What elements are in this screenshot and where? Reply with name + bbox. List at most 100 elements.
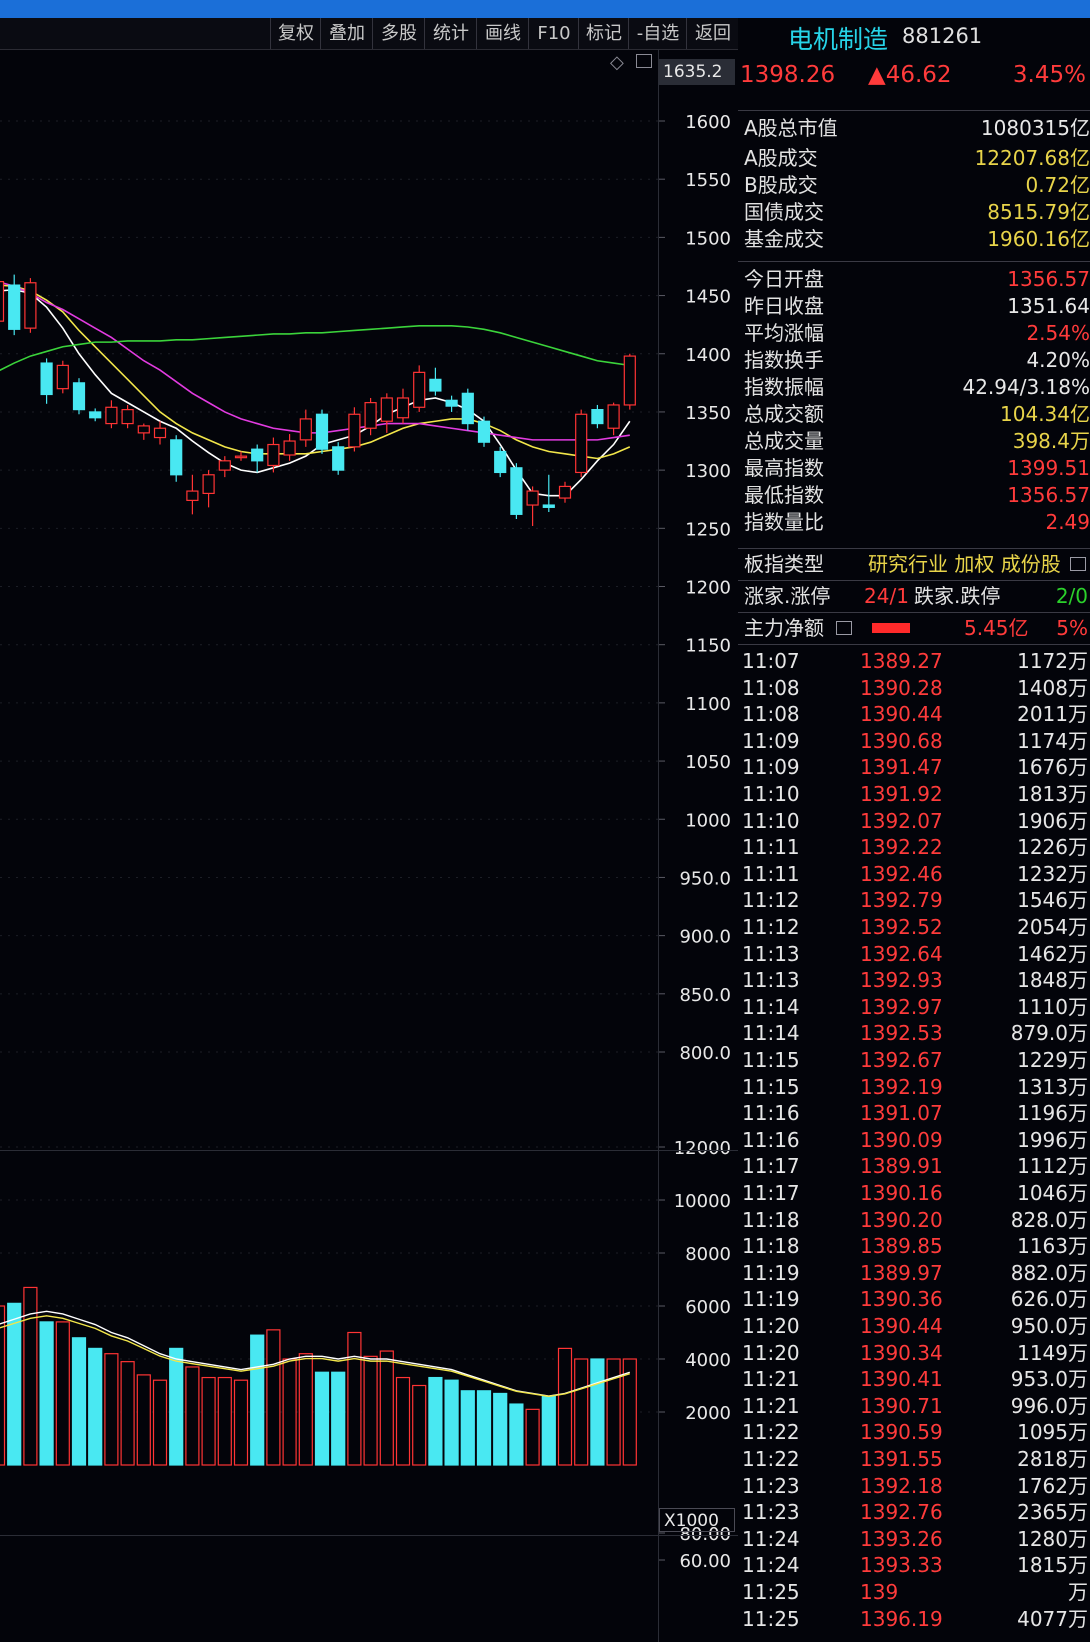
list-icon[interactable] bbox=[836, 621, 852, 635]
kline-chart-area[interactable]: 1600 1550 1500 1450 1400 1350 1300 1250 1200 1150… bbox=[0, 49, 738, 1642]
volume-bar bbox=[412, 1384, 427, 1466]
tick-volume: 1546万 bbox=[1017, 888, 1088, 913]
tick-price: 1392.46 bbox=[860, 861, 943, 886]
tick-row[interactable]: 11:23 1392.76 2365万 bbox=[738, 1499, 1090, 1526]
tick-row[interactable]: 11:08 1390.44 2011万 bbox=[738, 701, 1090, 728]
tick-row[interactable]: 11:24 1393.26 1280万 bbox=[738, 1526, 1090, 1553]
tick-row[interactable]: 11:20 1390.34 1149万 bbox=[738, 1340, 1090, 1367]
tick-row[interactable]: 11:13 1392.64 1462万 bbox=[738, 941, 1090, 968]
multi-stock-button[interactable]: 多股 bbox=[372, 18, 425, 49]
tick-row[interactable]: 11:07 1389.27 1172万 bbox=[738, 648, 1090, 675]
market-row-label: 国债成交 bbox=[744, 200, 824, 224]
stock-code: 881261 bbox=[902, 24, 983, 48]
tick-price: 1392.97 bbox=[860, 994, 943, 1019]
watchlist-button[interactable]: -自选 bbox=[628, 18, 687, 49]
tick-row[interactable]: 11:19 1390.36 626.0万 bbox=[738, 1286, 1090, 1313]
tick-row[interactable]: 11:15 1392.19 1313万 bbox=[738, 1074, 1090, 1101]
volume-bar bbox=[55, 1321, 70, 1466]
tick-row[interactable]: 11:25 1396.19 4077万 bbox=[738, 1606, 1090, 1633]
price-tick-label: 1200 bbox=[685, 578, 731, 599]
tick-row[interactable]: 11:17 1389.91 1112万 bbox=[738, 1153, 1090, 1180]
volume-bar bbox=[590, 1358, 605, 1466]
board-type-value[interactable]: 研究行业 加权 成份股 bbox=[868, 552, 1061, 576]
candle-up bbox=[575, 413, 588, 474]
mark-button[interactable]: 标记 bbox=[578, 18, 629, 49]
stat-row-value: 104.34亿 bbox=[1000, 402, 1090, 426]
tick-row[interactable]: 11:09 1390.68 1174万 bbox=[738, 728, 1090, 755]
tick-row[interactable]: 11:18 1390.20 828.0万 bbox=[738, 1207, 1090, 1234]
tick-row[interactable]: 11:17 1390.16 1046万 bbox=[738, 1180, 1090, 1207]
candle-down bbox=[251, 448, 264, 462]
tick-volume: 1462万 bbox=[1017, 941, 1088, 966]
volume-bar bbox=[23, 1286, 38, 1466]
tick-row[interactable]: 11:14 1392.53 879.0万 bbox=[738, 1020, 1090, 1047]
tick-row[interactable]: 11:16 1391.07 1196万 bbox=[738, 1100, 1090, 1127]
tick-row[interactable]: 11:12 1392.79 1546万 bbox=[738, 887, 1090, 914]
tick-price: 1389.97 bbox=[860, 1260, 943, 1285]
tick-row[interactable]: 11:10 1392.07 1906万 bbox=[738, 808, 1090, 835]
statistics-button[interactable]: 统计 bbox=[424, 18, 477, 49]
tick-price: 1389.27 bbox=[860, 649, 943, 673]
volume-bar bbox=[233, 1379, 249, 1466]
tick-volume: 1232万 bbox=[1017, 861, 1088, 886]
tick-row[interactable]: 11:22 1390.59 1095万 bbox=[738, 1419, 1090, 1446]
tick-time: 11:08 bbox=[742, 675, 800, 700]
tick-row[interactable]: 11:20 1390.44 950.0万 bbox=[738, 1313, 1090, 1340]
tick-row[interactable]: 11:16 1390.09 1996万 bbox=[738, 1127, 1090, 1154]
panel-toggle-icon[interactable] bbox=[636, 54, 652, 68]
draw-line-button[interactable]: 画线 bbox=[476, 18, 529, 49]
tick-row[interactable]: 11:22 1391.55 2818万 bbox=[738, 1446, 1090, 1473]
tick-time: 11:25 bbox=[742, 1580, 800, 1604]
fuquan-button[interactable]: 复权 bbox=[270, 18, 321, 49]
volume-bar bbox=[428, 1376, 443, 1466]
market-row-value: 12207.68亿 bbox=[974, 146, 1090, 170]
tick-row[interactable]: 11:12 1392.52 2054万 bbox=[738, 914, 1090, 941]
stock-name: 电机制造 bbox=[788, 25, 889, 54]
list-icon[interactable] bbox=[1070, 557, 1086, 571]
tick-row[interactable]: 11:09 1391.47 1676万 bbox=[738, 754, 1090, 781]
tick-time: 11:21 bbox=[742, 1393, 800, 1418]
main-force-row: 主力净额 5.45亿 5% bbox=[738, 614, 1090, 642]
candle-up bbox=[267, 443, 280, 467]
candle-up bbox=[299, 418, 312, 441]
volume-bar bbox=[574, 1358, 589, 1466]
tick-row[interactable]: 11:10 1391.92 1813万 bbox=[738, 781, 1090, 808]
tick-price: 1391.47 bbox=[860, 755, 943, 780]
divider bbox=[738, 110, 1090, 111]
tick-row[interactable]: 11:25 139 万 bbox=[738, 1579, 1090, 1606]
tick-row[interactable]: 11:23 1392.18 1762万 bbox=[738, 1473, 1090, 1500]
tick-row[interactable]: 11:21 1390.41 953.0万 bbox=[738, 1366, 1090, 1393]
price-tick-label: 800.0 bbox=[679, 1043, 731, 1064]
tick-row[interactable]: 11:14 1392.97 1110万 bbox=[738, 994, 1090, 1021]
tick-row[interactable]: 11:24 1393.33 1815万 bbox=[738, 1552, 1090, 1579]
tick-row[interactable]: 11:18 1389.85 1163万 bbox=[738, 1233, 1090, 1260]
tick-row[interactable]: 11:13 1392.93 1848万 bbox=[738, 967, 1090, 994]
tick-time: 11:14 bbox=[742, 1021, 800, 1046]
volume-bar bbox=[169, 1347, 184, 1466]
tick-row[interactable]: 11:11 1392.46 1232万 bbox=[738, 861, 1090, 888]
tick-row[interactable]: 11:15 1392.67 1229万 bbox=[738, 1047, 1090, 1074]
candle-down bbox=[89, 411, 102, 419]
overlay-button[interactable]: 叠加 bbox=[320, 18, 373, 49]
tick-row[interactable]: 11:11 1392.22 1226万 bbox=[738, 834, 1090, 861]
tick-time: 11:16 bbox=[742, 1101, 800, 1126]
tick-row[interactable]: 11:19 1389.97 882.0万 bbox=[738, 1260, 1090, 1287]
back-button[interactable]: 返回 bbox=[686, 18, 739, 49]
price-tick-label: 1450 bbox=[685, 287, 731, 308]
market-row: A股成交 12207.68亿 bbox=[738, 144, 1090, 172]
diamond-icon[interactable]: ◇ bbox=[610, 52, 624, 73]
tick-row[interactable]: 11:08 1390.28 1408万 bbox=[738, 675, 1090, 702]
tick-volume: 1172万 bbox=[1017, 649, 1088, 673]
tick-volume: 1229万 bbox=[1017, 1048, 1088, 1072]
f10-button[interactable]: F10 bbox=[528, 18, 579, 49]
volume-bar bbox=[606, 1358, 621, 1466]
tick-row[interactable]: 11:21 1390.71 996.0万 bbox=[738, 1393, 1090, 1420]
tick-price: 1392.67 bbox=[860, 1048, 943, 1072]
stat-row-label: 最高指数 bbox=[744, 456, 824, 480]
stat-row-value: 1351.64 bbox=[1007, 294, 1090, 318]
market-row-label: A股总市值 bbox=[744, 116, 838, 140]
tick-price: 1392.07 bbox=[860, 808, 943, 833]
tick-price: 1390.09 bbox=[860, 1127, 943, 1152]
market-row-value: 0.72亿 bbox=[1025, 173, 1090, 197]
tick-price: 1389.91 bbox=[860, 1154, 943, 1179]
